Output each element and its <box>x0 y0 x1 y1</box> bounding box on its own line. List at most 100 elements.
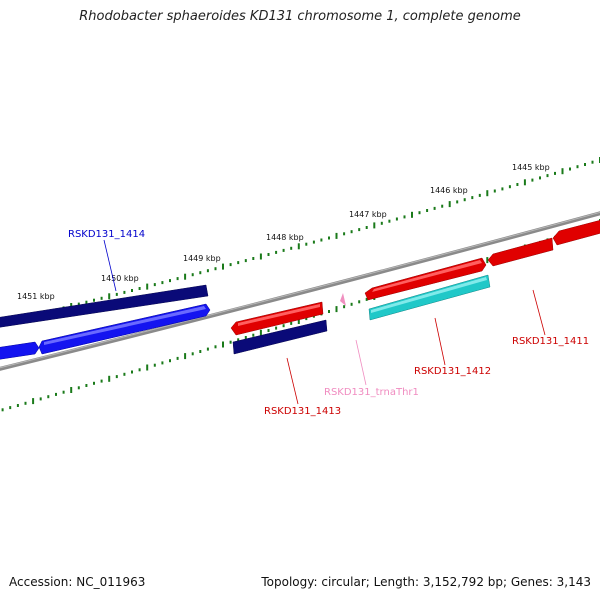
minor-tick <box>131 289 133 292</box>
major-tick <box>222 341 224 348</box>
trna-marker[interactable] <box>340 293 346 306</box>
minor-tick <box>275 250 278 254</box>
minor-tick <box>508 185 511 189</box>
minor-tick <box>539 176 541 180</box>
gene-arrow[interactable] <box>487 237 554 267</box>
minor-tick <box>282 248 285 252</box>
major-tick <box>146 283 149 290</box>
minor-tick <box>471 196 474 200</box>
minor-tick <box>305 242 308 246</box>
major-tick <box>448 201 451 208</box>
major-tick <box>335 306 338 313</box>
minor-tick <box>214 345 217 349</box>
minor-tick <box>267 329 270 332</box>
minor-tick <box>328 236 330 240</box>
map-title: Rhodobacter sphaeroides KD131 chromosome… <box>79 9 521 24</box>
minor-tick <box>24 401 27 405</box>
minor-tick <box>161 281 164 285</box>
leader-line <box>434 317 446 366</box>
gene-label[interactable]: RSKD131_1411 <box>512 336 589 347</box>
leader-line <box>532 289 546 336</box>
minor-tick <box>244 336 247 339</box>
minor-tick <box>123 290 126 294</box>
minor-tick <box>275 326 278 330</box>
minor-tick <box>229 263 232 267</box>
minor-tick <box>62 390 65 394</box>
minor-tick <box>85 384 88 387</box>
minor-tick <box>456 200 459 204</box>
scale-label: 1448 kbp <box>266 233 304 242</box>
gene-label[interactable]: RSKD131_1413 <box>264 406 341 417</box>
major-tick <box>297 318 300 324</box>
minor-tick <box>328 310 330 313</box>
minor-tick <box>214 267 217 271</box>
minor-tick <box>138 287 141 290</box>
minor-tick <box>93 298 95 302</box>
minor-tick <box>16 404 19 407</box>
minor-tick <box>176 277 179 281</box>
minor-tick <box>358 300 361 304</box>
gene-arrow-highlight <box>238 304 320 326</box>
minor-tick <box>554 171 556 175</box>
major-tick <box>523 179 526 186</box>
major-tick <box>222 263 224 270</box>
minor-tick <box>47 395 50 399</box>
minor-tick <box>131 370 133 374</box>
gene-label[interactable]: RSKD131_1412 <box>414 366 491 377</box>
scale-label: 1450 kbp <box>101 274 139 283</box>
scale-label: 1445 kbp <box>512 163 550 172</box>
minor-tick <box>290 246 293 250</box>
minor-tick <box>569 167 571 171</box>
minor-tick <box>358 228 361 232</box>
minor-tick <box>176 356 179 360</box>
scale-label: 1446 kbp <box>430 186 468 195</box>
accession-text: Accession: NC_011963 <box>9 575 146 589</box>
leader-line <box>103 239 117 292</box>
leader-line <box>355 339 367 386</box>
major-tick <box>561 168 564 175</box>
leader-line <box>286 357 299 405</box>
minor-tick <box>501 187 504 191</box>
gene-arrow-highlight <box>372 260 482 292</box>
minor-tick <box>433 206 436 210</box>
minor-tick <box>77 302 80 306</box>
minor-tick <box>191 273 194 277</box>
gene-arrow[interactable] <box>0 341 40 360</box>
gene-label[interactable]: RSKD131_1414 <box>68 229 145 240</box>
minor-tick <box>115 375 118 379</box>
minor-tick <box>584 163 586 166</box>
major-tick <box>108 375 111 382</box>
major-tick <box>335 232 338 239</box>
major-tick <box>146 364 149 371</box>
minor-tick <box>237 261 240 265</box>
minor-tick <box>237 338 240 342</box>
minor-tick <box>312 240 315 244</box>
minor-tick <box>305 317 308 321</box>
minor-tick <box>100 296 103 300</box>
minor-tick <box>463 198 466 202</box>
minor-tick <box>9 406 12 410</box>
scale-label: 1451 kbp <box>17 292 55 301</box>
gene-arrow[interactable] <box>232 319 328 355</box>
gene-arrow[interactable] <box>0 284 209 328</box>
minor-tick <box>1 408 4 412</box>
gene-label[interactable]: RSKD131_trnaThr1 <box>324 387 419 398</box>
minor-tick <box>591 160 594 164</box>
minor-tick <box>252 257 255 260</box>
major-tick <box>184 353 187 360</box>
minor-tick <box>546 174 549 178</box>
minor-tick <box>531 178 534 182</box>
minor-tick <box>206 347 209 351</box>
minor-tick <box>418 211 421 215</box>
minor-tick <box>343 232 346 236</box>
gene-arrow[interactable] <box>552 219 600 246</box>
gene-arrow-highlight <box>371 277 487 313</box>
major-tick <box>184 273 187 280</box>
major-tick <box>411 211 413 218</box>
minor-tick <box>403 215 406 219</box>
minor-tick <box>115 292 118 296</box>
minor-tick <box>516 183 519 186</box>
scale-label: 1447 kbp <box>349 210 387 219</box>
minor-tick <box>576 165 579 169</box>
